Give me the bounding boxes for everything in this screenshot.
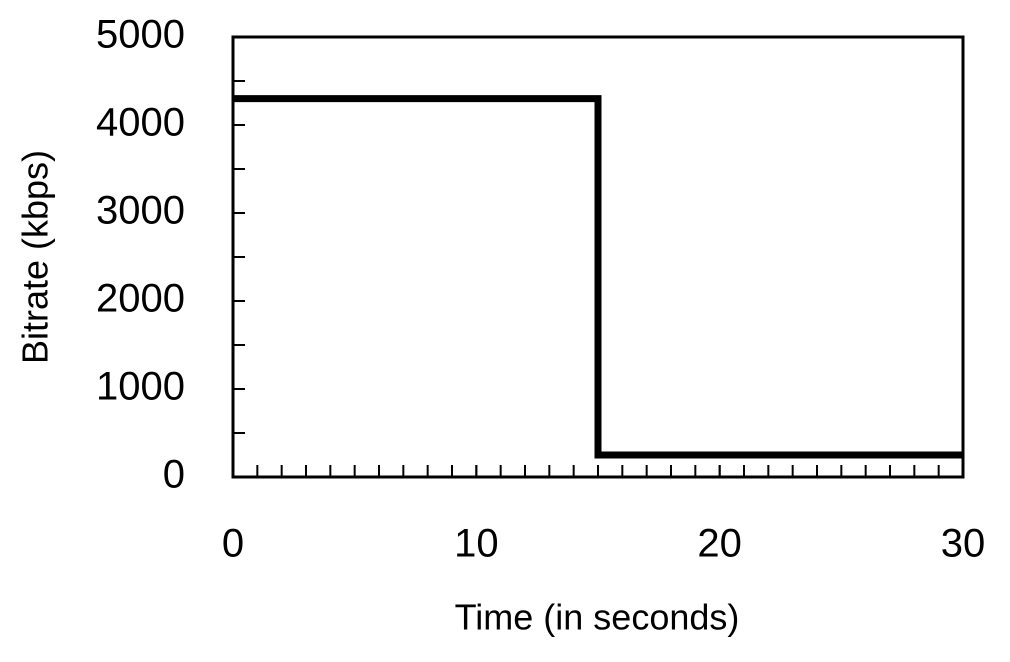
y-tick-label: 5000	[96, 13, 185, 57]
y-tick-label: 3000	[96, 189, 185, 233]
x-tick-label: 10	[454, 522, 499, 566]
x-tick-label: 30	[941, 522, 986, 566]
x-tick-label: 20	[697, 522, 742, 566]
y-tick-label: 1000	[96, 365, 185, 409]
x-tick-label: 0	[222, 522, 244, 566]
y-tick-label: 4000	[96, 101, 185, 145]
x-axis-title: Time (in seconds)	[455, 597, 740, 638]
data-line	[233, 95, 963, 459]
y-tick-label: 0	[163, 453, 185, 497]
y-axis-title: Bitrate (kbps)	[15, 150, 56, 364]
y-tick-label: 2000	[96, 277, 185, 321]
